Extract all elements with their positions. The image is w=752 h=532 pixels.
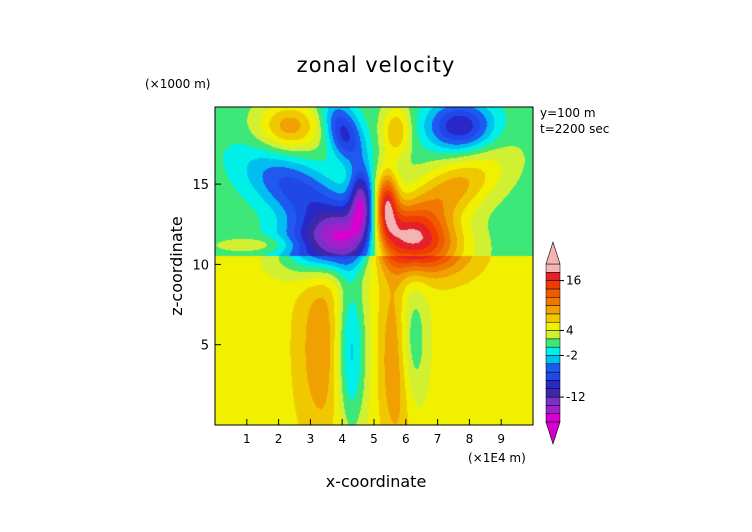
x-tick-label: 2 (275, 432, 283, 446)
annotation-y-level: y=100 m (540, 106, 596, 120)
y-axis-ticks: 5 10 15 (192, 178, 221, 354)
colorbar-swatch (545, 363, 561, 373)
colorbar-swatch (545, 405, 561, 414)
y-tick-label: 10 (192, 258, 209, 273)
x-axis-ticks: 1 2 3 4 5 6 7 8 9 (243, 419, 505, 446)
y-tick-label: 5 (201, 339, 209, 354)
x-tick-label: 6 (402, 432, 410, 446)
x-tick-label: 3 (307, 432, 315, 446)
colorbar-label: -2 (566, 348, 578, 362)
colorbar-swatch (545, 330, 561, 340)
y-tick-label: 15 (192, 178, 209, 193)
x-tick-label: 7 (434, 432, 442, 446)
colorbar-swatch (545, 321, 561, 331)
x-axis-label: x-coordinate (326, 472, 427, 491)
y-axis-unit: (×1000 m) (145, 77, 210, 91)
colorbar-swatch (545, 305, 561, 315)
colorbar-swatch (545, 346, 561, 356)
colorbar-label: -12 (566, 390, 586, 404)
x-tick-label: 8 (466, 432, 474, 446)
colorbar-label: 16 (566, 274, 581, 288)
colorbar-swatch (545, 355, 561, 365)
colorbar-swatch (545, 288, 561, 298)
x-tick-label: 4 (338, 432, 346, 446)
y-axis-label: z-coordinate (167, 216, 186, 316)
colorbar-swatch (545, 371, 561, 381)
x-tick-label: 5 (370, 432, 378, 446)
x-axis-unit: (×1E4 m) (468, 451, 526, 465)
x-tick-label: 1 (243, 432, 251, 446)
velocity-field (215, 107, 533, 425)
colorbar-label: 4 (566, 324, 574, 338)
colorbar-swatch (545, 272, 561, 281)
colorbar: 16 4 -2 -12 (545, 241, 586, 445)
annotation-time: t=2200 sec (540, 122, 609, 136)
colorbar-upper-extension (545, 241, 561, 265)
chart-title: zonal velocity (297, 53, 456, 77)
colorbar-swatch (545, 263, 561, 273)
colorbar-swatch (545, 297, 561, 306)
x-tick-label: 9 (497, 432, 505, 446)
colorbar-lower-extension (545, 421, 561, 445)
colorbar-swatch (545, 380, 561, 389)
colorbar-swatch (545, 280, 561, 290)
colorbar-swatch (545, 388, 561, 398)
plot-area (215, 107, 533, 425)
colorbar-swatch (545, 313, 561, 323)
colorbar-swatch (545, 396, 561, 406)
colorbar-swatch (545, 413, 561, 423)
colorbar-swatch (545, 338, 561, 348)
